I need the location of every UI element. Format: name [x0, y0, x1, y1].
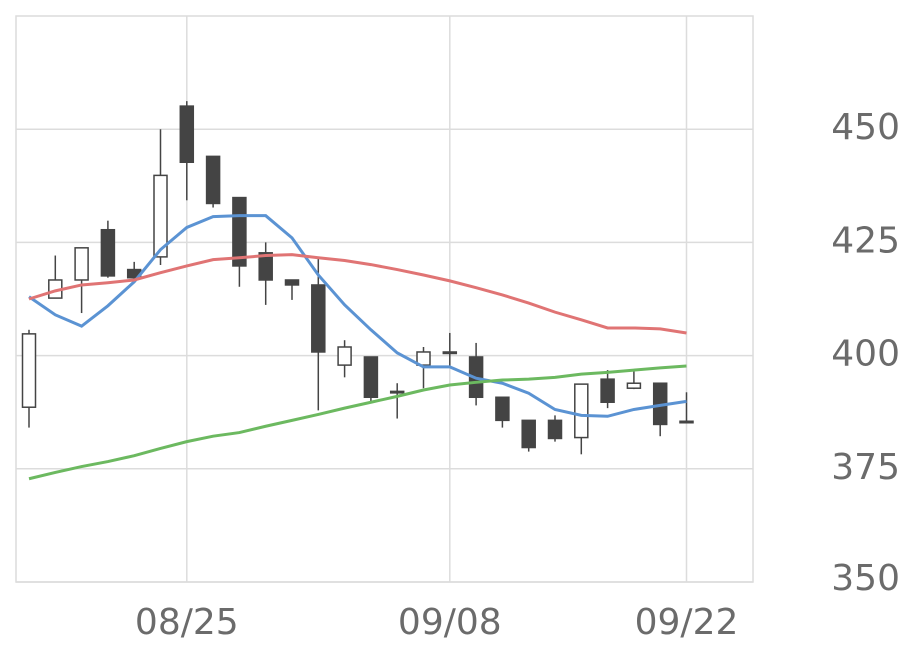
candle-body — [574, 383, 589, 439]
y-tick-label: 350 — [831, 558, 900, 599]
candle-body — [153, 174, 168, 258]
y-tick-label: 400 — [831, 334, 900, 375]
candle-body — [495, 396, 510, 422]
candle-body — [311, 284, 326, 353]
candle-body — [74, 247, 89, 281]
candle-body — [442, 351, 458, 355]
x-tick-label: 08/25 — [135, 602, 239, 643]
candle-body — [337, 346, 352, 366]
candle-body — [284, 279, 300, 286]
moving-average-line — [28, 253, 687, 335]
moving-average-line — [28, 364, 687, 481]
y-tick-label: 425 — [831, 220, 900, 261]
plot-frame — [15, 15, 754, 583]
x-tick-label: 09/08 — [398, 602, 502, 643]
candle-body — [258, 252, 273, 281]
candle-body — [232, 196, 247, 267]
candle-body — [679, 420, 694, 424]
moving-average-line — [28, 214, 687, 418]
candle-body — [626, 382, 642, 389]
candle-body — [363, 356, 379, 399]
candle-body — [547, 419, 563, 440]
candle-body — [179, 105, 195, 164]
y-tick-label: 375 — [831, 447, 900, 488]
candle-body — [521, 419, 536, 449]
candle-body — [600, 378, 615, 403]
x-tick-label: 09/22 — [635, 602, 739, 643]
candle-body — [100, 228, 116, 277]
candle-body — [416, 351, 431, 366]
candle-body — [389, 390, 405, 394]
candle-body — [205, 155, 221, 205]
y-tick-label: 450 — [831, 107, 900, 148]
candle-body — [21, 333, 37, 408]
